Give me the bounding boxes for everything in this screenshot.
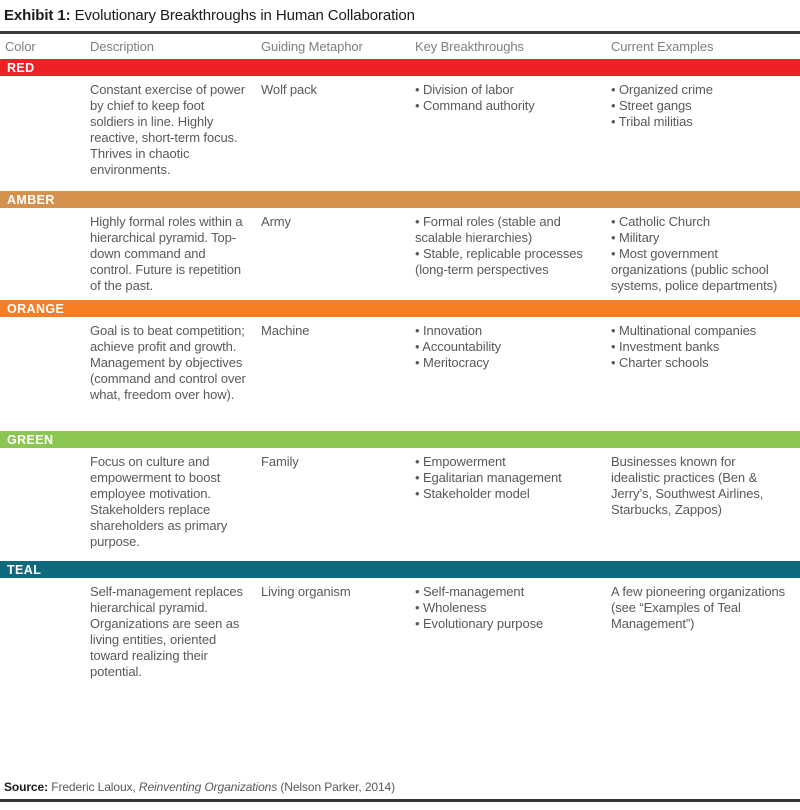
column-header-description: Description [90,39,154,54]
amber-band-label: AMBER [7,192,55,207]
green-color-band: GREEN [0,431,800,448]
bullet-item: Innovation [415,323,597,339]
amber-breakthroughs: Formal roles (stable and scalable hierar… [415,208,611,300]
bullet-item: Catholic Church [611,214,786,230]
bullet-item: Multinational companies [611,323,786,339]
bullet-item: Division of labor [415,82,597,98]
green-color-cell [0,448,90,561]
level-section-red: RED Constant exercise of power by chief … [0,59,800,191]
exhibit-title-prefix: Exhibit 1: [4,7,71,24]
bullet-item: Self-management [415,584,597,600]
red-examples: Organized crime Street gangs Tribal mili… [611,76,800,191]
source-line: Source: Frederic Laloux, Reinventing Org… [0,780,800,799]
orange-description: Goal is to beat competition; achieve pro… [90,323,246,402]
source-work-title: Reinventing Organizations [138,780,278,794]
orange-examples: Multinational companies Investment banks… [611,317,800,431]
column-header-row: Color Description Guiding Metaphor Key B… [0,34,800,59]
examples-paragraph: Businesses known for idealistic practice… [611,454,764,517]
teal-color-band: TEAL [0,561,800,578]
top-rule [0,31,800,34]
bullet-item: Stakeholder model [415,486,597,502]
bullet-item: Tribal militias [611,114,786,130]
green-examples: Businesses known for idealistic practice… [611,448,800,561]
whitespace-spacer [0,691,800,780]
orange-band-label: ORANGE [7,301,65,316]
bullet-item: Command authority [415,98,597,114]
examples-paragraph: A few pioneering organizations (see “Exa… [611,584,786,631]
bullet-item: Military [611,230,786,246]
bullet-item: Investment banks [611,339,786,355]
level-section-green: GREEN Focus on culture and empowerment t… [0,431,800,561]
amber-color-band: AMBER [0,191,800,208]
bullet-item: Evolutionary purpose [415,616,597,632]
level-section-orange: ORANGE Goal is to beat competition; achi… [0,300,800,431]
exhibit-title-text: Evolutionary Breakthroughs in Human Coll… [70,7,415,24]
amber-description: Highly formal roles within a hierarchica… [90,214,243,293]
bullet-item: Wholeness [415,600,597,616]
bullet-item: Empowerment [415,454,597,470]
teal-breakthroughs: Self-management Wholeness Evolutionary p… [415,578,611,691]
column-header-current-examples: Current Examples [611,39,714,54]
teal-color-cell [0,578,90,691]
orange-color-band: ORANGE [0,300,800,317]
bullet-item: Meritocracy [415,355,597,371]
bullet-item: Most government organizations (public sc… [611,246,786,294]
bullet-item: Stable, replicable processes (long-term … [415,246,597,278]
column-header-color: Color [5,39,36,54]
source-publisher: (Nelson Parker, 2014) [277,780,396,794]
source-label: Source: [4,780,48,794]
orange-breakthroughs: Innovation Accountability Meritocracy [415,317,611,431]
red-color-band: RED [0,59,800,76]
column-header-guiding-metaphor: Guiding Metaphor [261,39,363,54]
orange-metaphor: Machine [261,323,310,338]
level-section-amber: AMBER Highly formal roles within a hiera… [0,191,800,300]
bullet-item: Egalitarian management [415,470,597,486]
teal-metaphor: Living organism [261,584,351,599]
bottom-rule [0,799,800,802]
red-band-label: RED [7,60,35,75]
green-metaphor: Family [261,454,299,469]
green-description: Focus on culture and empowerment to boos… [90,454,228,549]
red-color-cell [0,76,90,191]
green-breakthroughs: Empowerment Egalitarian management Stake… [415,448,611,561]
bullet-item: Accountability [415,339,597,355]
source-author: Frederic Laloux, [47,780,139,794]
green-band-label: GREEN [7,432,54,447]
amber-color-cell [0,208,90,300]
red-metaphor: Wolf pack [261,82,317,97]
orange-color-cell [0,317,90,431]
level-section-teal: TEAL Self-management replaces hierarchic… [0,561,800,691]
bullet-item: Charter schools [611,355,786,371]
column-header-key-breakthroughs: Key Breakthroughs [415,39,524,54]
bullet-item: Formal roles (stable and scalable hierar… [415,214,597,246]
red-breakthroughs: Division of labor Command authority [415,76,611,191]
amber-examples: Catholic Church Military Most government… [611,208,800,300]
bullet-item: Street gangs [611,98,786,114]
exhibit-title: Exhibit 1: Evolutionary Breakthroughs in… [0,0,800,31]
amber-metaphor: Army [261,214,291,229]
bullet-item: Organized crime [611,82,786,98]
teal-examples: A few pioneering organizations (see “Exa… [611,578,800,691]
teal-description: Self-management replaces hierarchical py… [90,584,243,679]
teal-band-label: TEAL [7,562,42,577]
red-description: Constant exercise of power by chief to k… [90,82,245,177]
